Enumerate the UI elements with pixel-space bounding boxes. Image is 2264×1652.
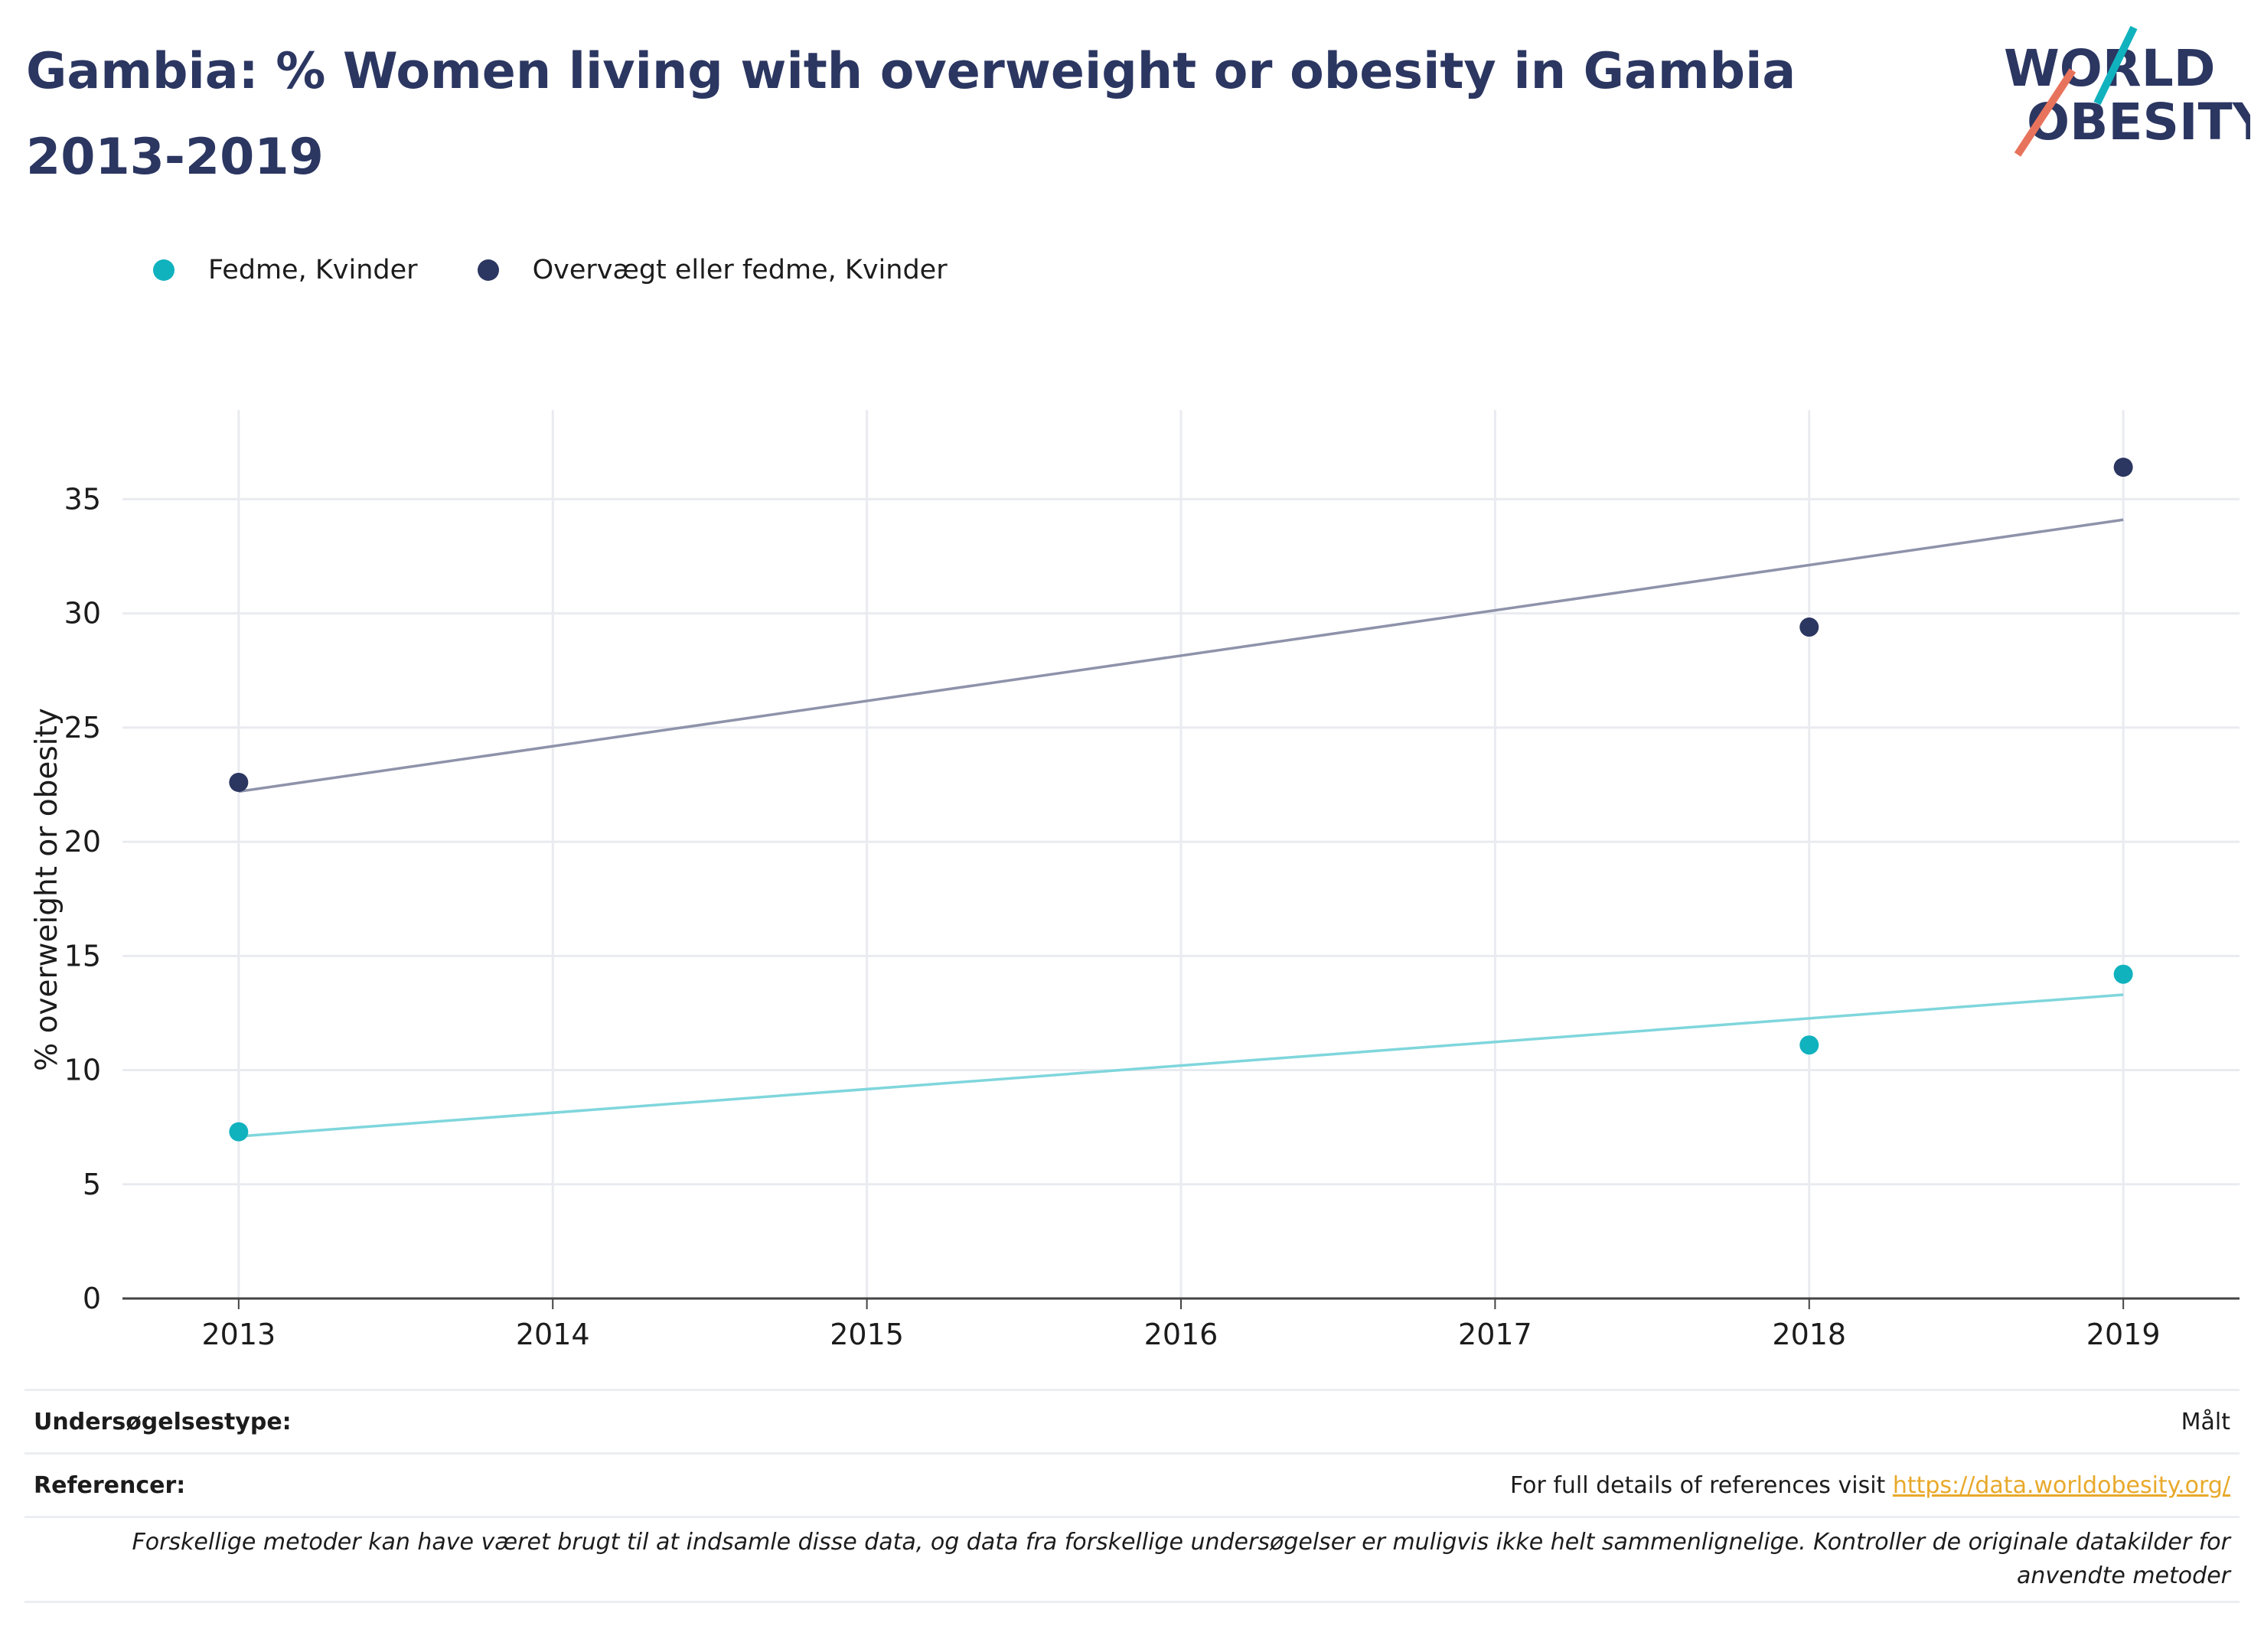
x-tick-label: 2019	[2086, 1318, 2161, 1351]
chart-title: Gambia: % Women living with overweight o…	[26, 43, 1796, 186]
references-row: Referencer: For full details of referenc…	[24, 1452, 2240, 1516]
y-tick-label: 0	[83, 1282, 101, 1315]
legend-item-fedme[interactable]: Fedme, Kvinder	[153, 255, 418, 285]
data-point-series-1	[229, 1122, 249, 1142]
data-point-series-1	[2113, 964, 2133, 984]
chart-legend: Fedme, Kvinder Overvægt eller fedme, Kvi…	[153, 251, 1007, 289]
chart-plot: 0 5 10 15 20 25 30 35 2013 2014 2015 2016 2017 2018 20…	[30, 410, 2240, 1351]
survey-type-row: Undersøgelsestype: Målt	[24, 1389, 2240, 1452]
legend-label-overvaegt: Overvægt eller fedme, Kvinder	[532, 255, 948, 285]
logo-slash-teal	[2093, 25, 2138, 106]
data-point-series-2	[2113, 458, 2133, 477]
y-tick-label: 20	[64, 825, 101, 859]
legend-marker-overvaegt	[477, 259, 499, 281]
x-tick-label: 2016	[1144, 1318, 1218, 1351]
y-tick-label: 5	[83, 1168, 101, 1201]
x-tick-label: 2018	[1772, 1318, 1846, 1351]
logo-word-world: WORLD	[2004, 39, 2216, 98]
data-point-series-2	[229, 772, 249, 792]
x-tick-label: 2013	[201, 1318, 276, 1351]
data-point-series-2	[1799, 617, 1819, 637]
y-tick-label: 25	[64, 711, 101, 745]
trend-line-series-1	[238, 993, 2124, 1138]
y-axis-label: % overweight or obesity	[30, 708, 64, 1071]
legend-marker-fedme	[153, 259, 175, 281]
methods-note: Forskellige metoder kan have været brugt…	[24, 1516, 2240, 1603]
references-text-wrap: For full details of references visit htt…	[1510, 1472, 2230, 1499]
legend-label-fedme: Fedme, Kvinder	[208, 255, 418, 285]
references-link[interactable]: https://data.worldobesity.org/	[1892, 1471, 2230, 1499]
logo-word-obesity: OBESITY	[2027, 93, 2250, 152]
legend-item-overvaegt[interactable]: Overvægt eller fedme, Kvinder	[477, 255, 948, 285]
x-tick-label: 2015	[830, 1318, 904, 1351]
survey-type-label: Undersøgelsestype:	[34, 1408, 292, 1435]
y-tick-label: 10	[64, 1054, 101, 1087]
y-tick-label: 30	[64, 597, 101, 630]
world-obesity-logo: WORLD OBESITY	[2004, 25, 2250, 157]
y-tick-label: 15	[64, 939, 101, 973]
trend-line-series-2	[238, 518, 2124, 793]
x-tick-label: 2014	[516, 1318, 590, 1351]
survey-type-value: Målt	[2181, 1408, 2230, 1435]
y-tick-label: 35	[64, 482, 101, 516]
chart-footer: Undersøgelsestype: Målt Referencer: For …	[24, 1389, 2240, 1603]
references-label: Referencer:	[34, 1471, 186, 1499]
logo-slash-coral	[2014, 68, 2076, 157]
references-text: For full details of references visit	[1509, 1471, 1893, 1499]
data-point-series-1	[1799, 1035, 1819, 1055]
x-tick-label: 2017	[1458, 1318, 1532, 1351]
